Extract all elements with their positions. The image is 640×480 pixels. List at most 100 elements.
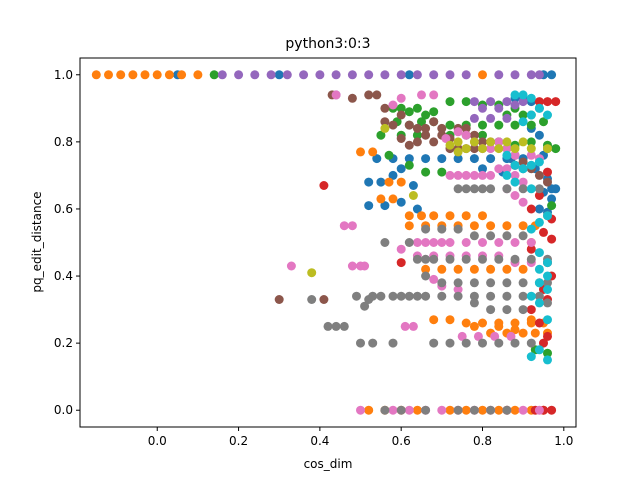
data-point bbox=[539, 117, 548, 127]
data-point bbox=[486, 97, 496, 107]
data-point bbox=[469, 405, 479, 415]
data-point bbox=[453, 291, 463, 301]
data-point bbox=[518, 164, 528, 174]
data-point bbox=[547, 405, 557, 415]
data-point bbox=[266, 70, 276, 80]
data-point bbox=[518, 110, 528, 120]
data-point bbox=[461, 238, 471, 247]
data-point bbox=[376, 130, 386, 140]
data-point bbox=[461, 123, 471, 133]
data-point bbox=[453, 147, 463, 157]
series-4 bbox=[217, 70, 544, 123]
data-point bbox=[469, 278, 479, 288]
data-point bbox=[543, 110, 552, 120]
data-point bbox=[469, 231, 479, 241]
data-point bbox=[534, 70, 544, 80]
data-point bbox=[510, 191, 520, 200]
data-point bbox=[421, 254, 431, 264]
data-point bbox=[445, 140, 455, 150]
data-point bbox=[193, 70, 203, 80]
data-point bbox=[534, 318, 544, 328]
data-point bbox=[494, 254, 504, 264]
data-point bbox=[412, 70, 422, 80]
plot-frame bbox=[79, 57, 577, 428]
data-point bbox=[339, 221, 349, 231]
data-point bbox=[421, 405, 431, 415]
data-point bbox=[408, 321, 418, 331]
data-point bbox=[286, 261, 296, 271]
data-point bbox=[429, 338, 439, 348]
data-point bbox=[543, 271, 552, 281]
data-point bbox=[307, 268, 317, 278]
data-point bbox=[360, 261, 370, 271]
data-point bbox=[437, 278, 447, 288]
data-point bbox=[469, 170, 479, 180]
data-point bbox=[421, 264, 431, 274]
data-point bbox=[331, 90, 341, 100]
data-point bbox=[421, 167, 431, 177]
data-point bbox=[429, 211, 439, 221]
data-point bbox=[429, 274, 439, 284]
y-tick-label: 0.4 bbox=[54, 269, 73, 283]
data-point bbox=[502, 291, 512, 301]
data-point bbox=[380, 238, 390, 247]
data-point bbox=[356, 405, 365, 415]
data-point bbox=[412, 405, 422, 415]
data-point bbox=[530, 328, 540, 338]
data-point bbox=[364, 177, 374, 187]
data-point bbox=[421, 271, 431, 281]
data-point bbox=[486, 264, 496, 274]
data-point bbox=[469, 291, 479, 301]
data-point bbox=[437, 264, 447, 274]
data-point bbox=[388, 194, 398, 204]
data-point bbox=[486, 231, 496, 241]
x-axis-label: cos_dim bbox=[304, 457, 353, 471]
data-point bbox=[518, 328, 528, 338]
data-point bbox=[347, 70, 357, 80]
data-point bbox=[502, 278, 512, 288]
data-point bbox=[502, 113, 512, 123]
data-point bbox=[526, 244, 536, 254]
data-point bbox=[453, 184, 463, 194]
data-point bbox=[486, 144, 496, 154]
data-point bbox=[299, 70, 309, 80]
data-point bbox=[494, 405, 504, 415]
data-point bbox=[518, 90, 528, 100]
data-point bbox=[539, 227, 548, 237]
data-point bbox=[543, 348, 552, 358]
data-point bbox=[551, 144, 561, 154]
data-point bbox=[534, 130, 544, 140]
data-point bbox=[510, 144, 520, 154]
data-point bbox=[453, 285, 463, 294]
data-point bbox=[364, 70, 374, 80]
data-point bbox=[502, 405, 512, 415]
data-point bbox=[453, 154, 463, 164]
data-point bbox=[547, 194, 557, 204]
data-point bbox=[177, 70, 187, 80]
data-point bbox=[534, 157, 544, 167]
data-point bbox=[526, 238, 536, 247]
data-point bbox=[478, 120, 487, 130]
data-point bbox=[510, 238, 520, 247]
data-point bbox=[331, 70, 341, 80]
data-point bbox=[408, 191, 418, 200]
data-point bbox=[486, 405, 496, 415]
data-point bbox=[526, 93, 536, 103]
data-point bbox=[510, 338, 520, 348]
data-point bbox=[502, 184, 512, 194]
data-point bbox=[412, 204, 422, 214]
data-point bbox=[408, 181, 418, 190]
data-point bbox=[551, 97, 561, 107]
data-point bbox=[380, 103, 390, 113]
data-point bbox=[453, 137, 463, 147]
data-point bbox=[376, 194, 386, 204]
data-point bbox=[209, 70, 219, 80]
data-point bbox=[502, 221, 512, 231]
data-point bbox=[547, 234, 557, 244]
scatter-points bbox=[91, 70, 561, 415]
data-point bbox=[534, 345, 544, 355]
data-point bbox=[502, 264, 512, 274]
data-point bbox=[396, 291, 406, 301]
data-point bbox=[543, 167, 552, 177]
